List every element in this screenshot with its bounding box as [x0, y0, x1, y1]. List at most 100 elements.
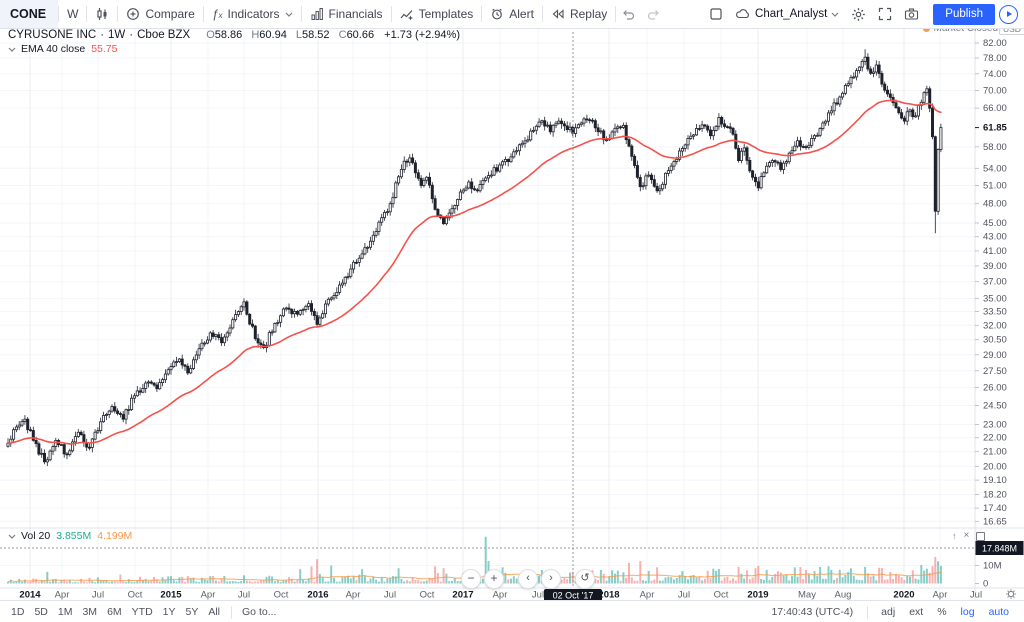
reset-chart-button[interactable]: ↺: [575, 569, 595, 589]
ema-value: 55.75: [91, 43, 118, 55]
svg-text:19.10: 19.10: [983, 475, 1007, 486]
svg-text:30.50: 30.50: [983, 335, 1007, 346]
range-button-all[interactable]: All: [208, 606, 221, 618]
layout-button[interactable]: [703, 0, 729, 28]
bottom-toolbar: 1D 5D 1M 3M 6M YTD 1Y 5Y All Go to... 17:40:43 (…: [0, 600, 1024, 622]
goto-button[interactable]: Go to...: [242, 606, 277, 618]
compare-button[interactable]: Compare: [118, 0, 202, 28]
indicators-button[interactable]: ƒx Indicators: [204, 0, 301, 28]
zoom-out-button[interactable]: −: [461, 569, 481, 589]
candlestick-series[interactable]: [6, 49, 943, 466]
svg-text:22.00: 22.00: [983, 433, 1007, 444]
svg-text:27.50: 27.50: [983, 366, 1007, 377]
svg-text:33.50: 33.50: [983, 307, 1007, 318]
publish-button[interactable]: Publish: [933, 3, 995, 25]
symbol-exchange: Cboe BZX: [137, 29, 191, 41]
range-button-3m[interactable]: 3M: [82, 606, 98, 618]
svg-text:Oct: Oct: [420, 590, 435, 601]
publish-idea-button[interactable]: [999, 4, 1018, 24]
fx-icon: ƒx: [211, 7, 223, 21]
chevron-down-icon[interactable]: [8, 534, 16, 539]
ohlc-readout: O58.86 H60.94 L58.52 C60.66 +1.73 (+2.94…: [200, 29, 460, 41]
snapshot-button[interactable]: [898, 0, 925, 28]
replay-button[interactable]: Replay: [543, 0, 615, 28]
toggle-ext[interactable]: ext: [909, 606, 924, 618]
templates-label: Templates: [418, 7, 474, 21]
range-button-1d[interactable]: 1D: [11, 606, 25, 618]
scroll-left-button[interactable]: ‹: [518, 569, 538, 589]
close-label: C: [338, 29, 347, 41]
separator: ·: [100, 29, 105, 41]
toolbar-separator: [117, 6, 119, 22]
indicators-label: Indicators: [227, 7, 280, 21]
price-axis[interactable]: 82.00 78.00 74.00 70.00 66.00 58.00 54.00 51.00…: [975, 38, 1007, 590]
chart-style-button[interactable]: [87, 0, 117, 28]
svg-text:2016: 2016: [307, 590, 328, 601]
zoom-in-button[interactable]: +: [484, 569, 504, 589]
svg-text:70.00: 70.00: [983, 86, 1007, 97]
svg-text:2015: 2015: [160, 590, 182, 601]
undo-button[interactable]: [616, 0, 641, 28]
close-pane-icon[interactable]: ×: [963, 530, 970, 541]
range-button-1m[interactable]: 1M: [57, 606, 73, 618]
svg-text:Jul: Jul: [532, 590, 544, 601]
camera-icon: [905, 8, 919, 20]
svg-text:Apr: Apr: [933, 590, 948, 601]
toolbar-separator: [390, 6, 392, 22]
alert-button[interactable]: Alert: [482, 0, 542, 28]
toggle-adj[interactable]: adj: [881, 606, 896, 618]
svg-text:43.00: 43.00: [983, 232, 1007, 243]
range-button-5y[interactable]: 5Y: [185, 606, 199, 618]
svg-text:37.00: 37.00: [983, 277, 1007, 288]
svg-text:35.00: 35.00: [983, 293, 1007, 304]
ema-line: [7, 99, 942, 445]
alert-label: Alert: [509, 7, 534, 21]
toolbar-separator: [300, 6, 302, 22]
svg-text:2018: 2018: [598, 590, 619, 601]
maximize-pane-icon[interactable]: [976, 531, 986, 541]
time-axis-settings-icon[interactable]: [1006, 589, 1016, 599]
symbol-legend[interactable]: CYRUSONE INC · 1W · Cboe BZX O58.86 H60.…: [8, 29, 460, 41]
svg-text:Apr: Apr: [201, 590, 216, 601]
chevron-down-icon[interactable]: [8, 47, 16, 52]
change-value: +1.73 (+2.94%): [384, 29, 460, 41]
toggle-auto[interactable]: auto: [988, 606, 1009, 618]
layout-icon: [710, 8, 722, 20]
toggle-percent[interactable]: %: [937, 606, 947, 618]
open-value: 58.86: [214, 29, 243, 41]
grid-lines: [0, 28, 975, 587]
svg-text:21.00: 21.00: [983, 447, 1007, 458]
range-button-ytd[interactable]: YTD: [131, 606, 153, 618]
clock-label[interactable]: 17:40:43 (UTC-4): [771, 606, 854, 618]
ema-legend[interactable]: EMA 40 close 55.75: [8, 43, 117, 55]
range-button-6m[interactable]: 6M: [107, 606, 122, 618]
range-button-5d[interactable]: 5D: [34, 606, 48, 618]
volume-legend[interactable]: Vol 20 3.855M 4.199M: [8, 530, 132, 542]
scroll-right-button[interactable]: ›: [541, 569, 561, 589]
chevron-down-icon: [285, 12, 292, 17]
fullscreen-button[interactable]: [872, 0, 898, 28]
svg-text:17.848M: 17.848M: [982, 544, 1017, 554]
undo-icon: [623, 10, 635, 20]
svg-text:2019: 2019: [747, 590, 768, 601]
interval-button[interactable]: W: [67, 7, 79, 21]
range-button-1y[interactable]: 1Y: [162, 606, 176, 618]
svg-text:82.00: 82.00: [983, 38, 1007, 49]
move-pane-up-icon[interactable]: ↑: [952, 531, 957, 541]
cloud-save-button[interactable]: Chart_Analyst: [729, 0, 845, 28]
svg-text:Jul: Jul: [384, 590, 396, 601]
symbol-button[interactable]: CONE: [0, 0, 59, 28]
plus-circle-icon: [127, 8, 140, 20]
redo-button[interactable]: [641, 0, 666, 28]
settings-button[interactable]: [845, 0, 872, 28]
toggle-log[interactable]: log: [960, 606, 975, 618]
svg-text:Apr: Apr: [55, 590, 70, 601]
time-axis[interactable]: 2014 Apr Jul Oct 2015 Apr Jul Oct 2016 Apr Jul Oct 2…: [19, 590, 982, 601]
financials-button[interactable]: Financials: [302, 0, 391, 28]
svg-text:45.00: 45.00: [983, 218, 1007, 229]
volume-value: 3.855M: [56, 530, 92, 542]
templates-button[interactable]: Templates: [392, 0, 482, 28]
svg-text:2014: 2014: [19, 590, 41, 601]
svg-text:32.00: 32.00: [983, 320, 1007, 331]
